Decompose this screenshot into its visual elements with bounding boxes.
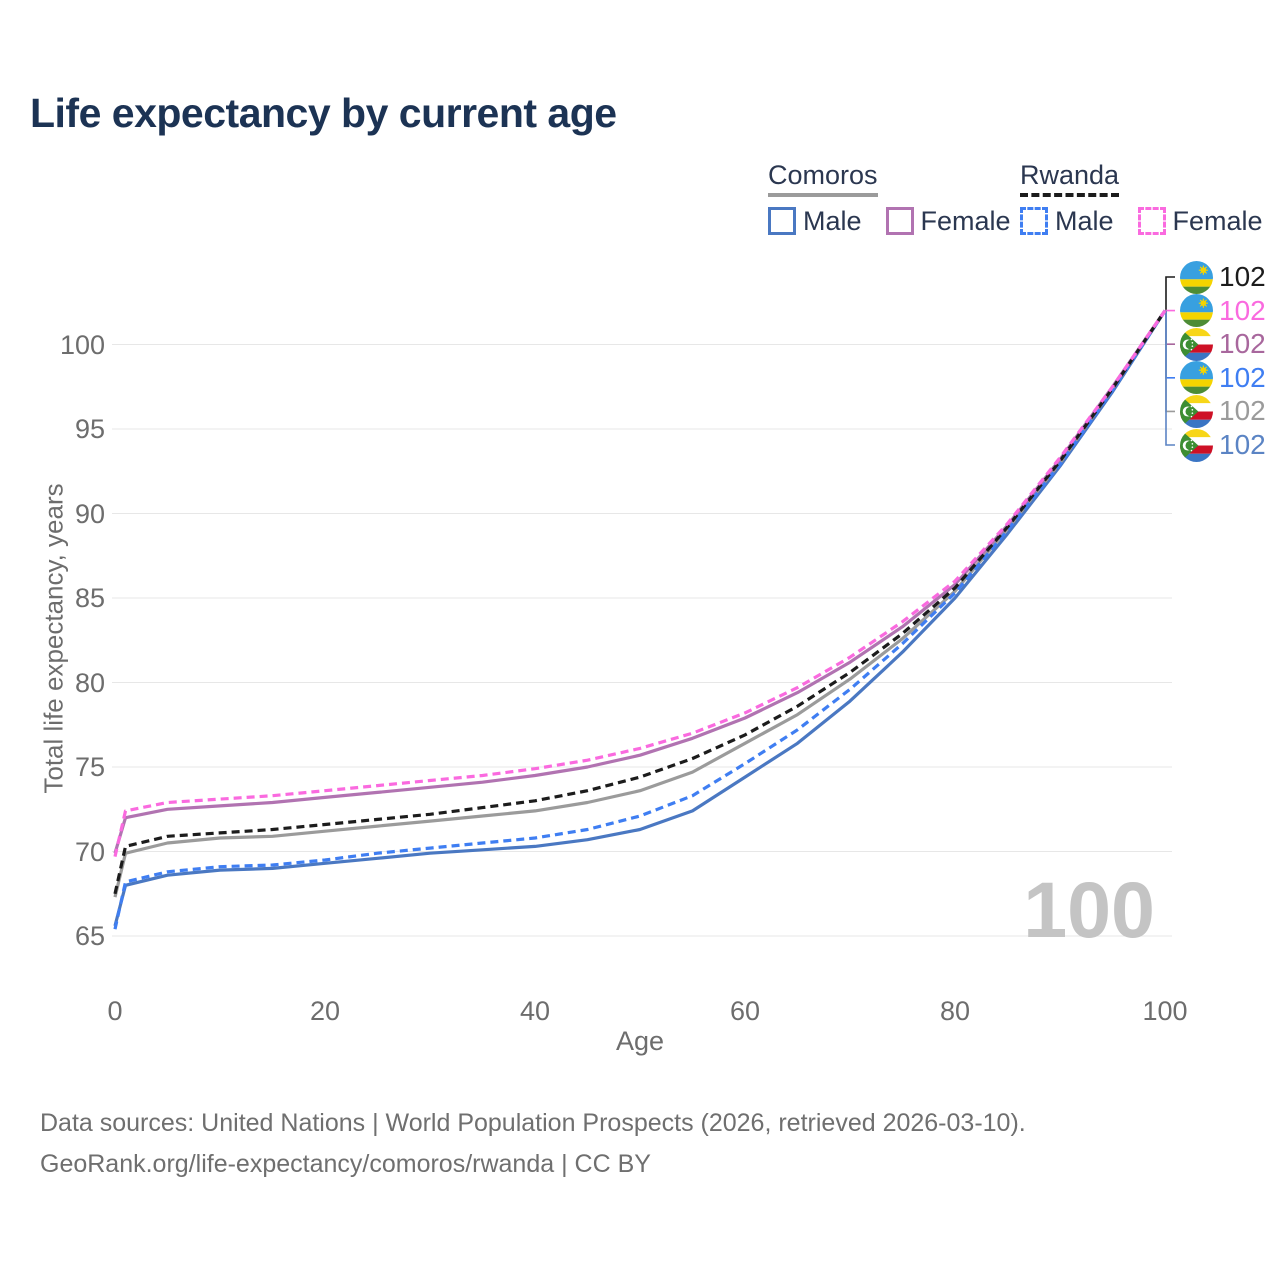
legend-items-comoros: Male Female: [768, 206, 1011, 236]
rwanda-male-swatch-icon[interactable]: [1020, 207, 1048, 235]
y-tick-label: 80: [74, 667, 105, 698]
age-counter-watermark: 100: [1023, 865, 1155, 954]
y-tick-label: 100: [59, 329, 105, 360]
x-tick-label: 0: [107, 996, 123, 1026]
legend-country-comoros[interactable]: Comoros: [768, 160, 878, 197]
comoros-flag-icon: [1180, 395, 1213, 428]
y-tick-label: 90: [74, 498, 105, 529]
legend-item-label[interactable]: Male: [803, 206, 862, 236]
series-line-rwanda-male: [113, 309, 1167, 930]
rwanda-flag-icon: [1180, 294, 1213, 327]
x-tick-label: 20: [309, 996, 341, 1026]
end-label-rwanda-both: 102: [1180, 260, 1266, 294]
x-tick-label: 100: [1142, 996, 1188, 1026]
end-label-comoros-both: 102: [1180, 394, 1266, 428]
end-label-connector: [1165, 310, 1175, 346]
comoros-flag-icon: [1180, 328, 1213, 361]
y-tick-label: 85: [74, 583, 105, 613]
end-label-connector: [1165, 310, 1175, 413]
end-label-connector: [1165, 310, 1175, 446]
end-value: 102: [1219, 429, 1266, 460]
legend-item-label[interactable]: Male: [1055, 206, 1114, 236]
legend-country-rwanda[interactable]: Rwanda: [1020, 160, 1120, 197]
x-tick-label: 80: [939, 996, 971, 1026]
legend-item-comoros-male[interactable]: Male: [768, 206, 862, 236]
series-line-comoros-both: [113, 309, 1167, 898]
end-label-comoros-female: 102: [1180, 327, 1266, 361]
y-tick-label: 70: [74, 836, 105, 867]
comoros-female-swatch-icon[interactable]: [885, 207, 914, 235]
legend-item-comoros-female[interactable]: Female: [885, 206, 1011, 236]
rwanda-flag-icon: [1180, 261, 1213, 294]
end-label-rwanda-female: 102: [1180, 294, 1266, 328]
series-line-comoros-female: [113, 309, 1167, 854]
end-value: 102: [1219, 261, 1266, 292]
end-label-rwanda-male: 102: [1180, 361, 1266, 395]
rwanda-flag-icon: [1180, 361, 1213, 394]
end-value: 102: [1219, 294, 1266, 326]
y-tick-label: 65: [74, 921, 105, 951]
rwanda-female-swatch-icon[interactable]: [1137, 207, 1166, 235]
comoros-male-swatch-icon[interactable]: [768, 207, 796, 235]
attribution-link-text: GeoRank.org/life-expectancy/comoros/rwan…: [40, 1150, 651, 1178]
series-line-rwanda-female: [113, 309, 1167, 857]
comoros-flag-icon: [1180, 429, 1213, 462]
end-label-connector: [1165, 276, 1175, 311]
legend-item-label[interactable]: Female: [1172, 206, 1263, 236]
legend-group-comoros: Comoros Male Female: [768, 160, 1011, 236]
y-tick-label: 75: [74, 752, 105, 782]
legend-item-rwanda-female[interactable]: Female: [1137, 206, 1263, 236]
series-line-rwanda-both: [113, 309, 1167, 895]
legend-item-label[interactable]: Female: [920, 206, 1011, 236]
x-axis-title: Age: [615, 1026, 665, 1056]
end-value: 102: [1219, 395, 1266, 427]
end-value: 102: [1219, 328, 1266, 360]
data-sources-text: Data sources: United Nations | World Pop…: [40, 1109, 1026, 1137]
end-value: 102: [1219, 361, 1266, 393]
y-tick-label: 95: [74, 414, 105, 444]
series-line-comoros-male: [113, 309, 1167, 927]
legend-group-rwanda: Rwanda Male Female: [1020, 160, 1263, 236]
page-title: Life expectancy by current age: [30, 90, 617, 136]
legend-items-rwanda: Male Female: [1020, 206, 1263, 236]
legend-item-rwanda-male[interactable]: Male: [1020, 206, 1114, 236]
x-tick-label: 60: [729, 996, 761, 1026]
x-tick-label: 40: [519, 996, 551, 1026]
end-label-comoros-male: 102: [1180, 428, 1266, 462]
